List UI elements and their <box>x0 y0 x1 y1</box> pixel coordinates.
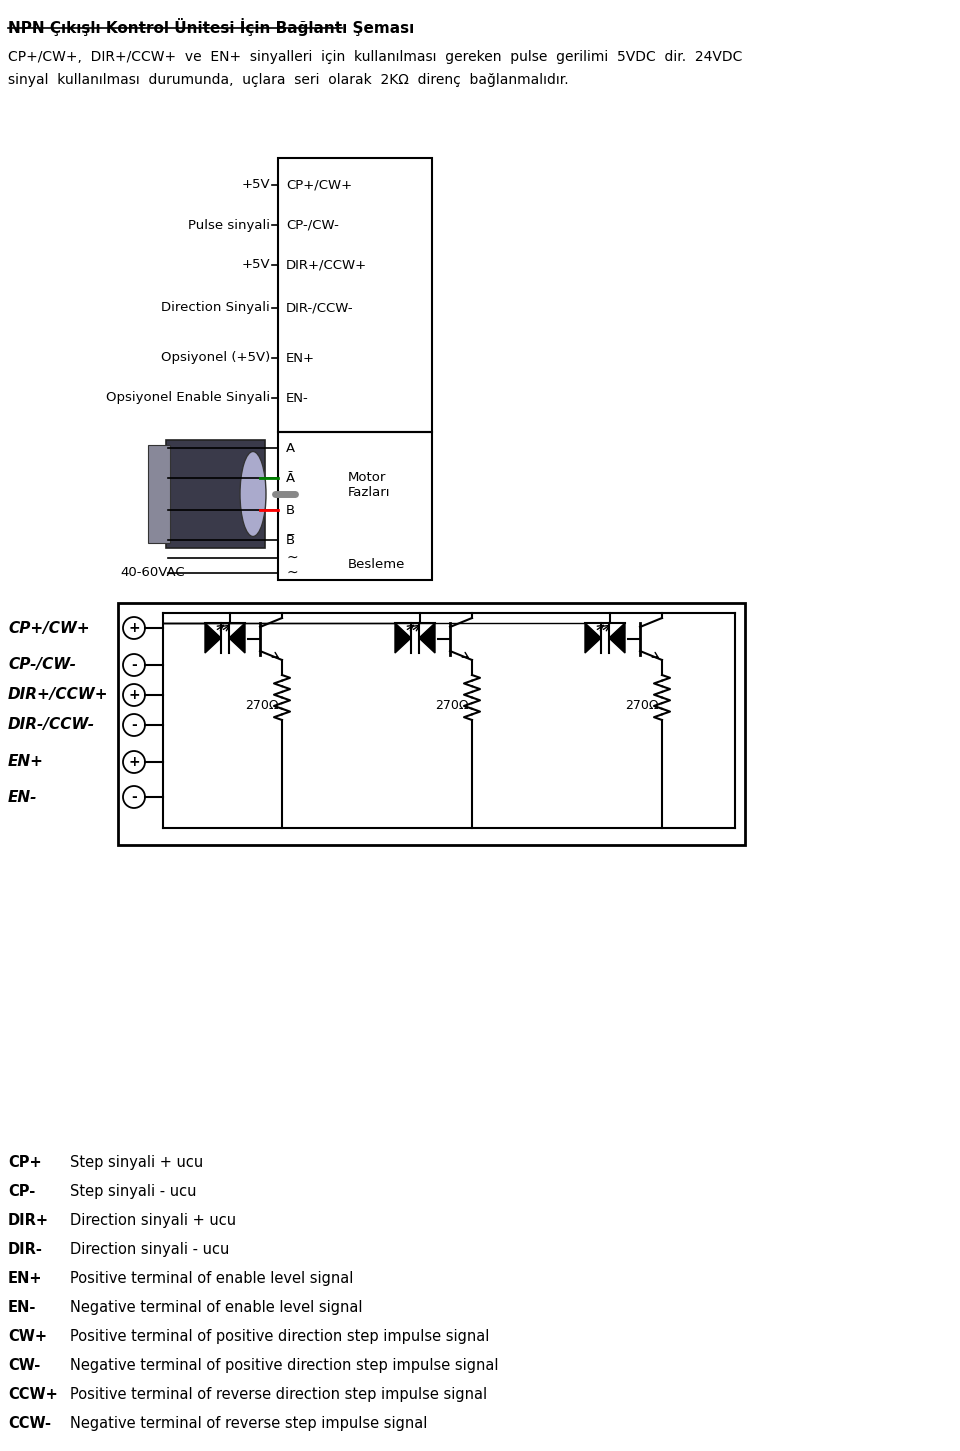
Text: CW-: CW- <box>8 1358 40 1373</box>
Text: -: - <box>132 657 137 672</box>
Text: CP-/CW-: CP-/CW- <box>286 219 339 232</box>
Bar <box>278 432 432 580</box>
Text: Direction Sinyali: Direction Sinyali <box>161 302 270 315</box>
Text: Opsiyonel Enable Sinyali: Opsiyonel Enable Sinyali <box>106 392 270 405</box>
Polygon shape <box>205 622 221 653</box>
Text: +: + <box>129 755 140 769</box>
Text: Ā: Ā <box>286 472 295 485</box>
Text: -: - <box>132 718 137 731</box>
Circle shape <box>123 786 145 808</box>
Bar <box>166 440 265 548</box>
Text: CP+/CW+,  DIR+/CCW+  ve  EN+  sinyalleri  için  kullanılması  gereken  pulse  ge: CP+/CW+, DIR+/CCW+ ve EN+ sinyalleri içi… <box>8 49 742 64</box>
Text: EN-: EN- <box>286 392 309 405</box>
Text: CP+: CP+ <box>8 1155 41 1170</box>
Text: EN+: EN+ <box>8 755 44 769</box>
Text: 270Ω: 270Ω <box>246 699 279 712</box>
Text: +: + <box>129 621 140 636</box>
Bar <box>118 604 745 844</box>
Text: Positive terminal of reverse direction step impulse signal: Positive terminal of reverse direction s… <box>70 1387 487 1402</box>
Text: sinyal  kullanılması  durumunda,  uçlara  seri  olarak  2KΩ  direnç  bağlanmalıd: sinyal kullanılması durumunda, uçlara se… <box>8 73 568 87</box>
Text: CP+/CW+: CP+/CW+ <box>8 621 89 636</box>
Text: DIR-: DIR- <box>8 1242 43 1257</box>
Text: EN-: EN- <box>8 789 37 804</box>
Text: +: + <box>129 688 140 702</box>
Text: CW+: CW+ <box>8 1329 47 1344</box>
Text: ~: ~ <box>286 551 298 564</box>
Circle shape <box>123 752 145 773</box>
Text: EN+: EN+ <box>8 1271 42 1286</box>
Text: Direction sinyali - ucu: Direction sinyali - ucu <box>70 1242 229 1257</box>
Text: DIR-/CCW-: DIR-/CCW- <box>8 717 95 733</box>
Text: 270Ω: 270Ω <box>626 699 659 712</box>
Circle shape <box>123 714 145 736</box>
Text: EN+: EN+ <box>286 351 315 364</box>
Text: CCW+: CCW+ <box>8 1387 58 1402</box>
Text: 270Ω: 270Ω <box>436 699 469 712</box>
Polygon shape <box>419 622 435 653</box>
Text: CP+/CW+: CP+/CW+ <box>286 178 352 192</box>
Text: DIR+/CCW+: DIR+/CCW+ <box>286 258 367 271</box>
Bar <box>278 158 432 432</box>
Text: Besleme: Besleme <box>348 559 405 572</box>
Text: DIR+: DIR+ <box>8 1213 49 1228</box>
Text: NPN Çıkışlı Kontrol Ünitesi İçin Bağlantı Şeması: NPN Çıkışlı Kontrol Ünitesi İçin Bağlant… <box>8 17 415 36</box>
Text: B̅: B̅ <box>286 534 295 547</box>
Text: Negative terminal of enable level signal: Negative terminal of enable level signal <box>70 1300 363 1315</box>
Text: Positive terminal of enable level signal: Positive terminal of enable level signal <box>70 1271 353 1286</box>
Text: ~: ~ <box>286 566 298 580</box>
Text: Pulse sinyali: Pulse sinyali <box>188 219 270 232</box>
Polygon shape <box>395 622 411 653</box>
Text: Step sinyali - ucu: Step sinyali - ucu <box>70 1184 197 1199</box>
Text: B: B <box>286 503 295 517</box>
Text: Opsiyonel (+5V): Opsiyonel (+5V) <box>160 351 270 364</box>
Text: CP-: CP- <box>8 1184 36 1199</box>
Text: 40-60VAC: 40-60VAC <box>120 566 184 579</box>
Text: EN-: EN- <box>8 1300 36 1315</box>
Polygon shape <box>229 622 245 653</box>
Text: Positive terminal of positive direction step impulse signal: Positive terminal of positive direction … <box>70 1329 490 1344</box>
Polygon shape <box>585 622 601 653</box>
Text: CP-/CW-: CP-/CW- <box>8 657 76 672</box>
Text: Negative terminal of positive direction step impulse signal: Negative terminal of positive direction … <box>70 1358 498 1373</box>
Text: +5V: +5V <box>241 178 270 192</box>
Text: DIR-/CCW-: DIR-/CCW- <box>286 302 353 315</box>
Circle shape <box>123 617 145 638</box>
Ellipse shape <box>240 451 266 537</box>
Text: CCW-: CCW- <box>8 1416 51 1431</box>
Circle shape <box>123 654 145 676</box>
Text: DIR+/CCW+: DIR+/CCW+ <box>8 688 108 702</box>
Bar <box>148 445 170 543</box>
Text: +5V: +5V <box>241 258 270 271</box>
Polygon shape <box>609 622 625 653</box>
Text: Direction sinyali + ucu: Direction sinyali + ucu <box>70 1213 236 1228</box>
Text: Negative terminal of reverse step impulse signal: Negative terminal of reverse step impuls… <box>70 1416 427 1431</box>
Text: A: A <box>286 441 295 454</box>
Circle shape <box>123 683 145 707</box>
Text: Motor
Fazları: Motor Fazları <box>348 472 391 499</box>
Text: Step sinyali + ucu: Step sinyali + ucu <box>70 1155 204 1170</box>
Text: -: - <box>132 789 137 804</box>
